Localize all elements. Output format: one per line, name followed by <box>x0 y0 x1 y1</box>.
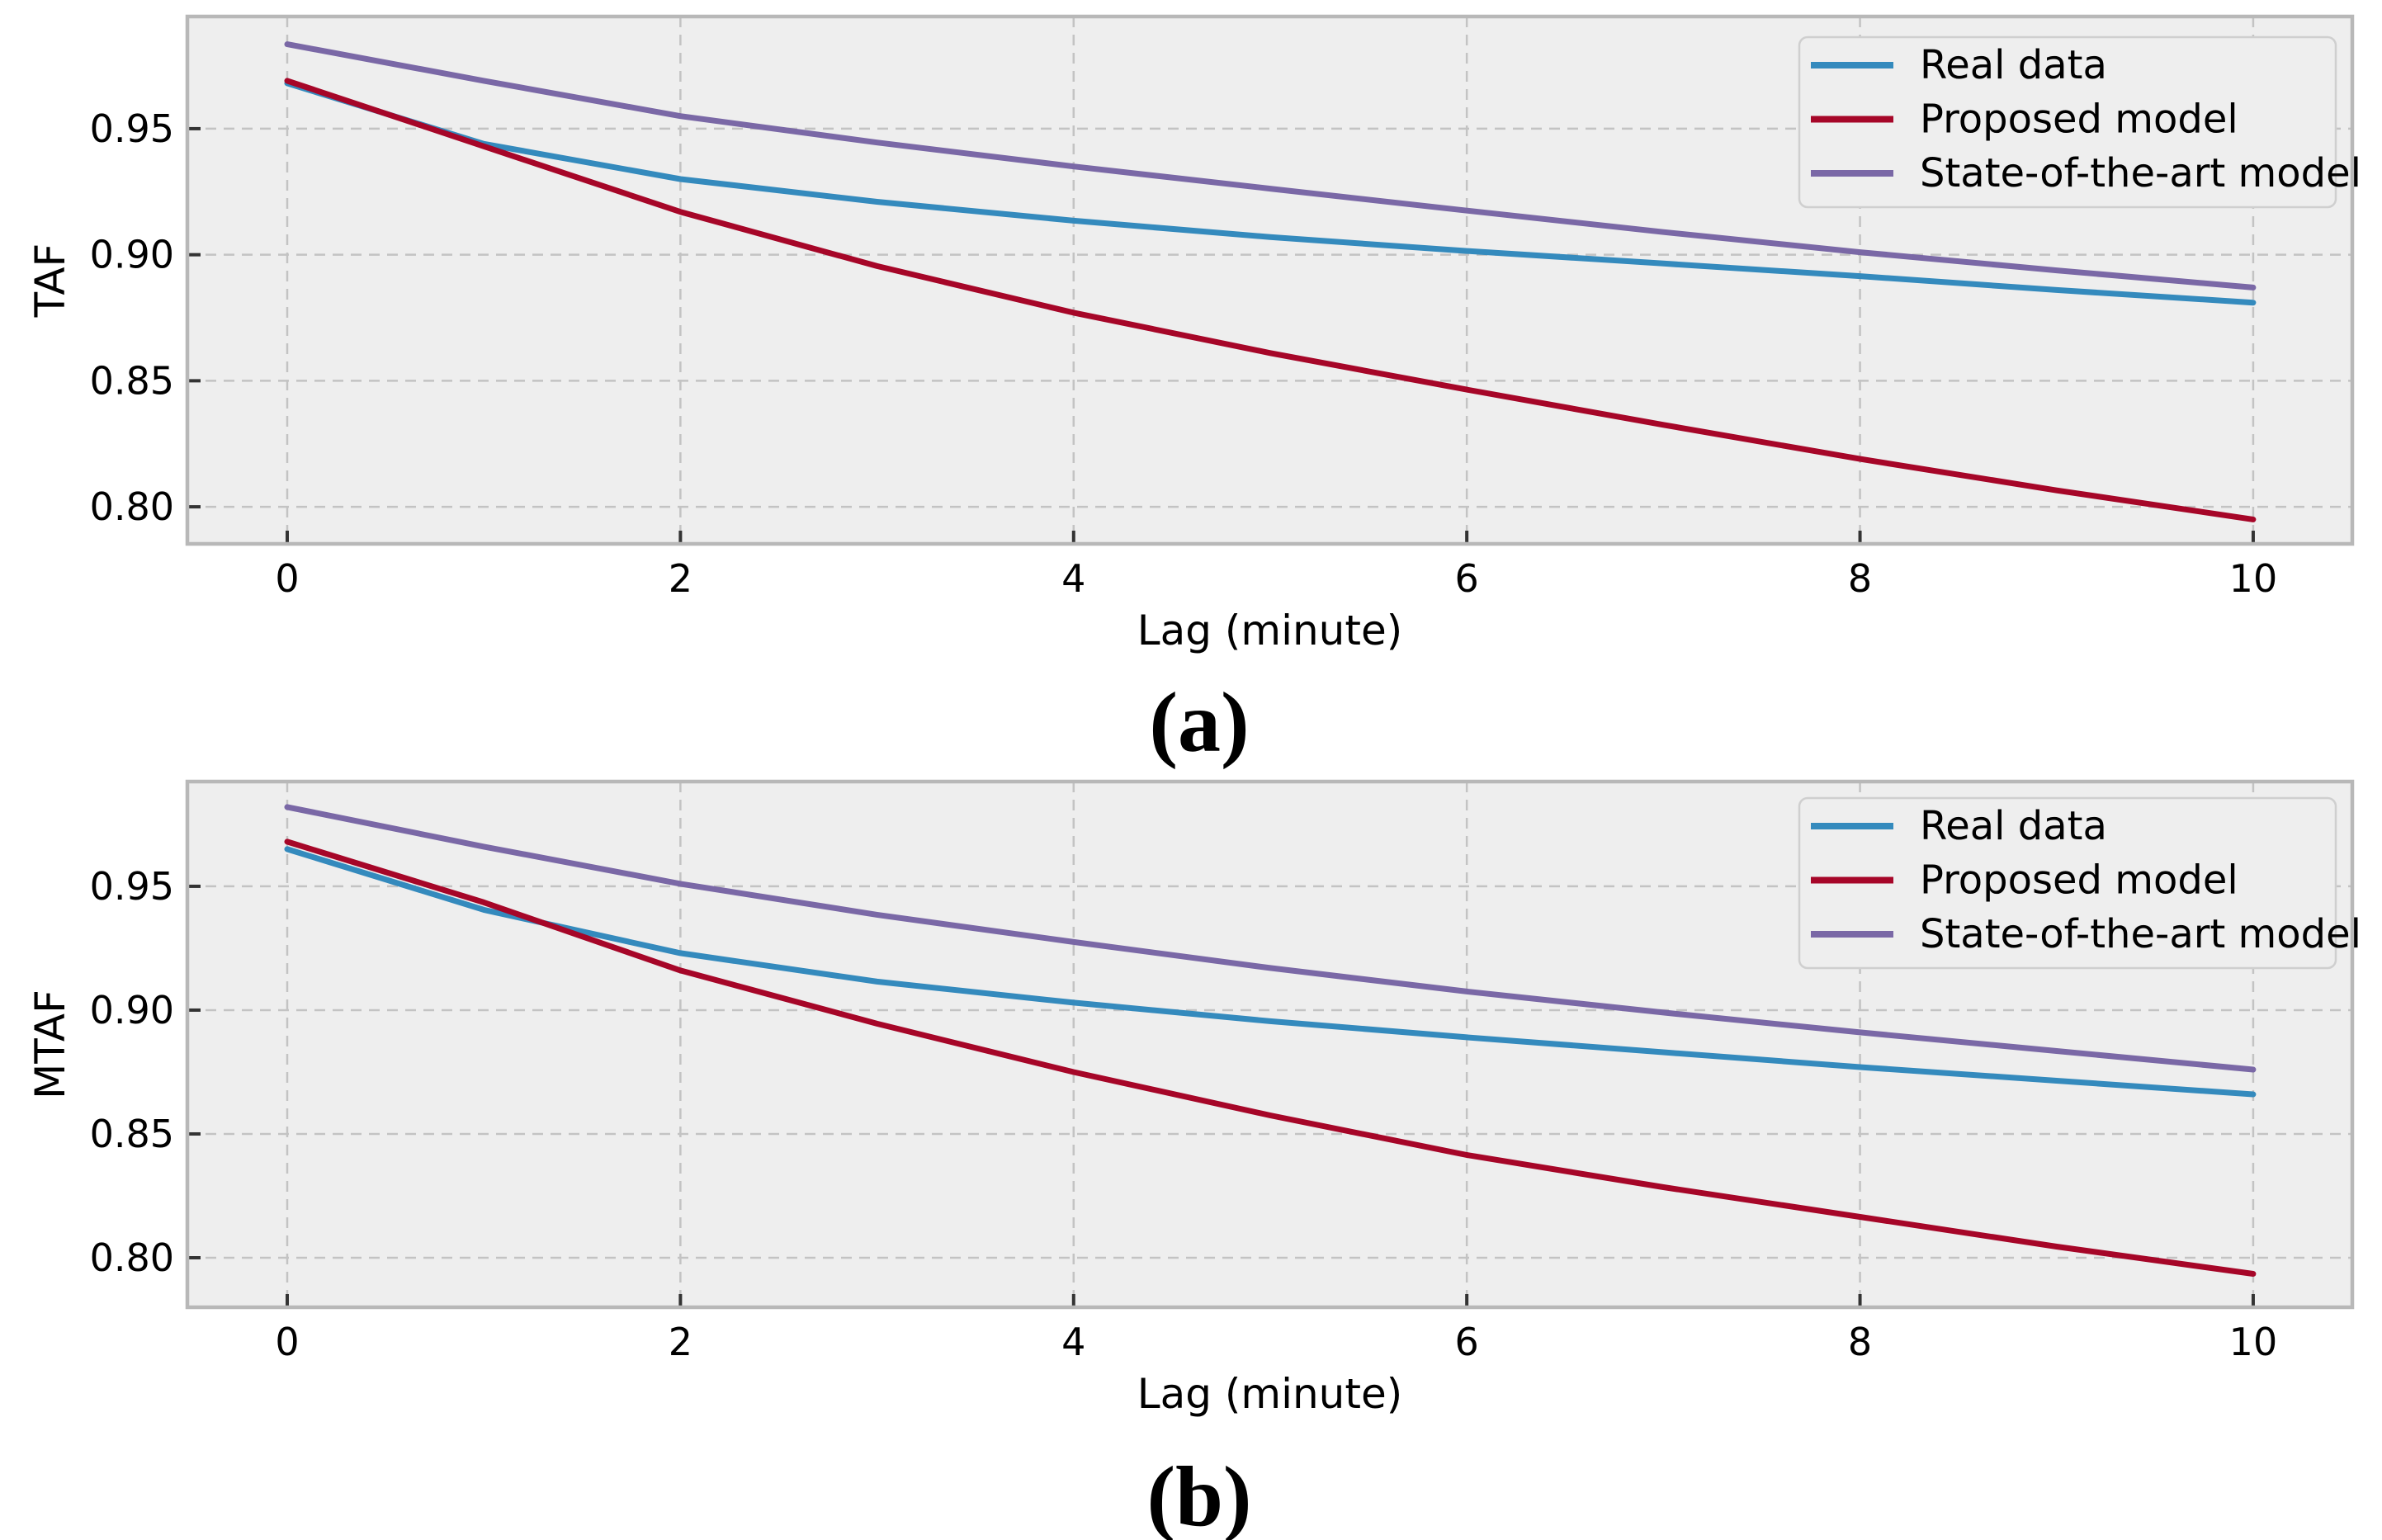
x-tick-label: 8 <box>1848 1320 1872 1364</box>
series-line-state-of-the-art-model <box>284 41 2257 291</box>
y-tick-label: 0.80 <box>90 1235 174 1280</box>
y-tick-label: 0.80 <box>90 484 174 529</box>
y-tick-label: 0.90 <box>90 988 174 1032</box>
y-tick-label: 0.95 <box>90 106 174 151</box>
y-tick-label: 0.90 <box>90 233 174 277</box>
x-tick-label: 6 <box>1455 1320 1479 1364</box>
legend-label: State-of-the-art model <box>1920 150 2361 196</box>
series-line-proposed-model <box>284 78 2257 522</box>
series-line-real-data <box>284 80 2257 306</box>
legend-label: Real data <box>1920 42 2107 88</box>
series-line-proposed-model <box>284 838 2257 1277</box>
subfigure-caption-a: (a) <box>1149 675 1250 770</box>
x-tick-label: 6 <box>1455 556 1479 601</box>
legend-label: State-of-the-art model <box>1920 911 2361 957</box>
subfigure-caption-b: (b) <box>1146 1449 1252 1540</box>
legend-box <box>1798 796 2337 970</box>
legend-box <box>1798 35 2337 209</box>
x-tick-label: 4 <box>1061 556 1085 601</box>
x-tick-label: 2 <box>669 1320 692 1364</box>
y-tick-label: 0.85 <box>90 358 174 403</box>
x-axis-label: Lag (minute) <box>1137 1370 1402 1418</box>
x-tick-label: 10 <box>2229 1320 2278 1364</box>
x-axis-label: Lag (minute) <box>1137 607 1402 654</box>
legend-label: Real data <box>1920 803 2107 849</box>
x-tick-label: 0 <box>275 1320 299 1364</box>
x-tick-label: 8 <box>1848 556 1872 601</box>
y-tick-label: 0.85 <box>90 1112 174 1156</box>
x-tick-label: 4 <box>1061 1320 1085 1364</box>
legend-label: Proposed model <box>1920 97 2238 143</box>
y-axis-label: MTAF <box>26 990 74 1099</box>
series-line-real-data <box>284 846 2257 1098</box>
axes-frame <box>185 779 2355 1310</box>
x-tick-label: 10 <box>2229 556 2278 601</box>
axes-frame <box>185 14 2355 546</box>
x-tick-label: 2 <box>669 556 692 601</box>
y-tick-label: 0.95 <box>90 864 174 909</box>
legend-label: Proposed model <box>1920 857 2238 904</box>
series-line-state-of-the-art-model <box>284 804 2257 1073</box>
y-axis-label: TAF <box>26 243 74 319</box>
x-tick-label: 0 <box>275 556 299 601</box>
